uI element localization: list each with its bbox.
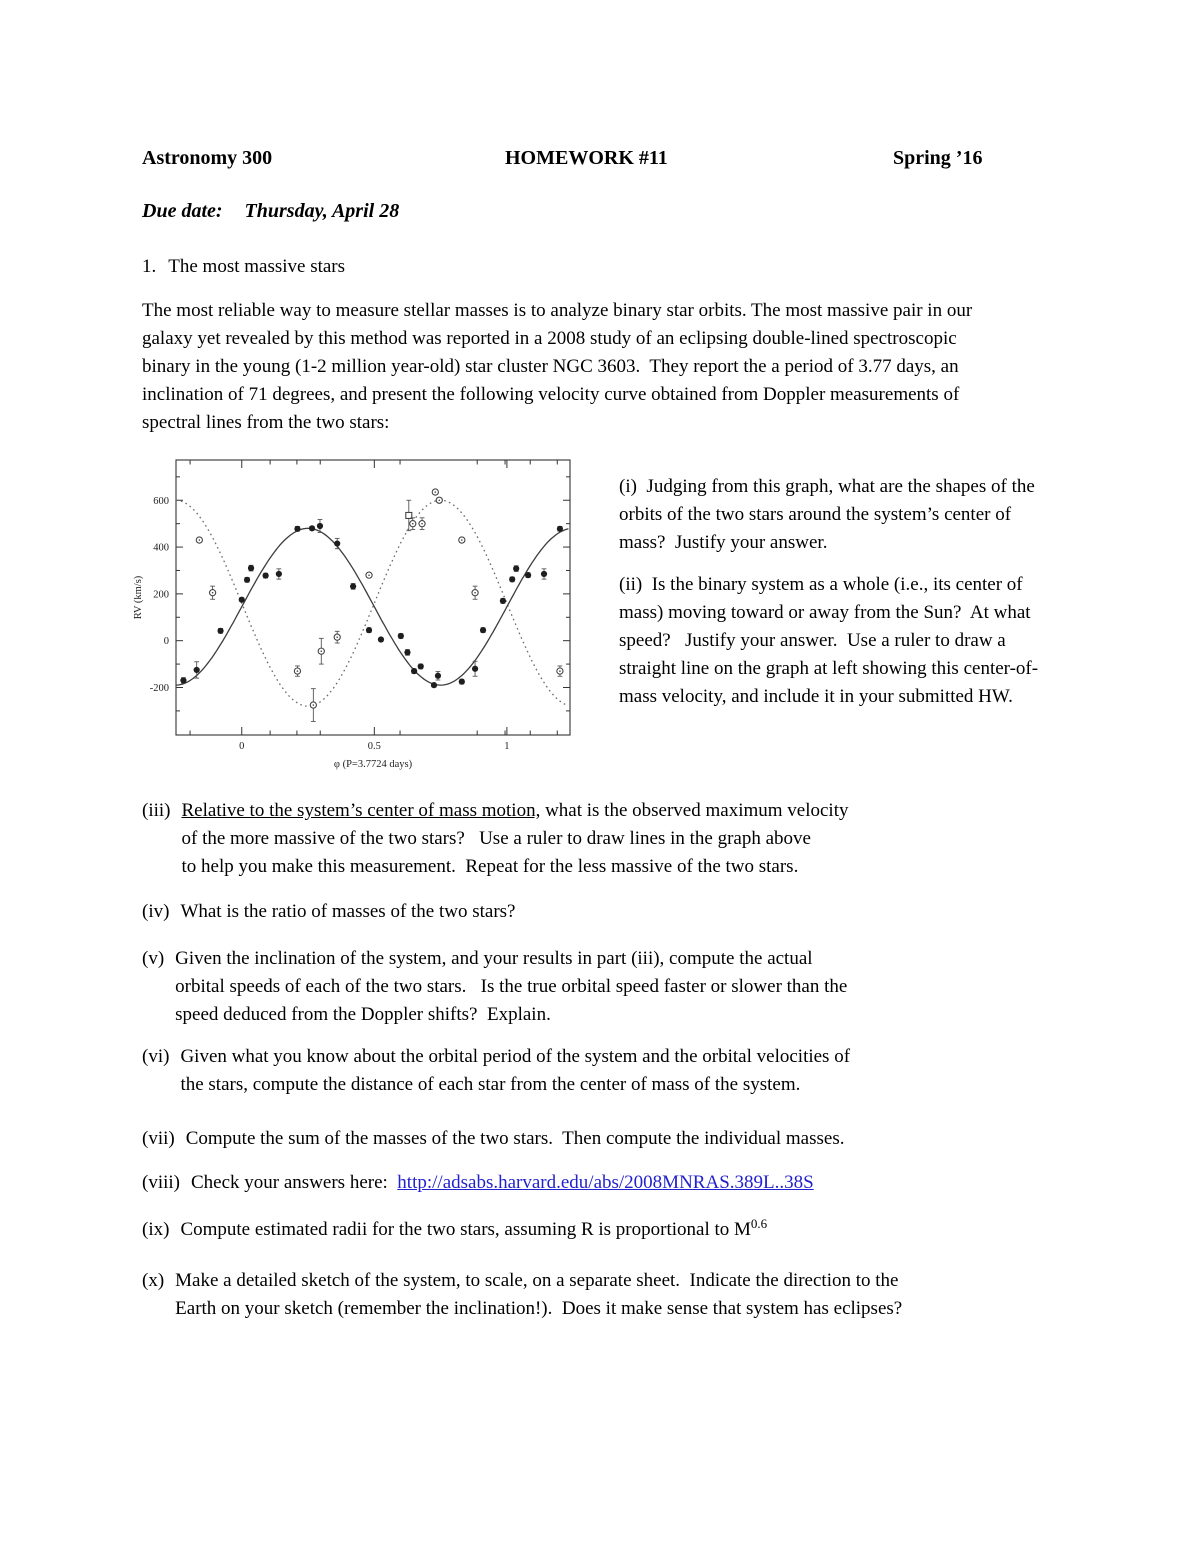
due-date-line: Due date: Thursday, April 28 <box>142 197 399 226</box>
question-ix-body: Compute estimated radii for the two star… <box>180 1219 751 1240</box>
homework-title: HOMEWORK #11 <box>505 147 668 169</box>
due-date-label: Due date: <box>142 200 223 222</box>
svg-text:600: 600 <box>153 496 169 507</box>
side-questions-column: (i) Judging from this graph, what are th… <box>619 473 1167 711</box>
question-iii-text: Relative to the system’s center of mass … <box>182 797 849 881</box>
question-iv-text: What is the ratio of masses of the two s… <box>180 901 516 922</box>
question-ix-text: Compute estimated radii for the two star… <box>180 1216 767 1244</box>
svg-text:1: 1 <box>504 741 509 752</box>
term-label: Spring ’16 <box>893 147 983 169</box>
svg-text:200: 200 <box>153 589 169 600</box>
svg-text:400: 400 <box>153 543 169 554</box>
question-viii-prompt: Check your answers here: <box>191 1172 398 1193</box>
question-i: (i) Judging from this graph, what are th… <box>619 476 1035 553</box>
svg-text:RV (km/s): RV (km/s) <box>133 575 144 619</box>
problem-number: 1. <box>142 256 157 277</box>
adsabs-paper-link[interactable]: http://adsabs.harvard.edu/abs/2008MNRAS.… <box>397 1172 814 1193</box>
question-ix: (ix) Compute estimated radii for the two… <box>142 1216 1152 1244</box>
question-vii-text: Compute the sum of the masses of the two… <box>185 1128 845 1149</box>
question-x-label: (x) <box>142 1270 165 1291</box>
problem-title: The most massive stars <box>168 256 346 277</box>
course-name: Astronomy 300 <box>142 147 273 169</box>
question-ii: (ii) Is the binary system as a whole (i.… <box>619 574 1039 707</box>
question-vii-label: (vii) <box>142 1128 175 1149</box>
problem-1-heading: 1. The most massive stars <box>142 253 345 281</box>
question-vi-label: (vi) <box>142 1046 170 1067</box>
svg-text:0: 0 <box>239 741 244 752</box>
question-iii-underlined-phrase: Relative to the system’s center of mass … <box>181 800 541 821</box>
question-iii-rest: what is the observed maximum velocity of… <box>181 800 849 877</box>
question-viii-label: (viii) <box>142 1172 180 1193</box>
question-x: (x) Make a detailed sketch of the system… <box>142 1267 1152 1323</box>
radial-velocity-chart: -200 0 200 400 600 0 0.5 1 φ (P=3.7724 days) RV (… <box>133 459 571 770</box>
due-date-value: Thursday, April 28 <box>244 200 400 222</box>
question-x-text: Make a detailed sketch of the system, to… <box>175 1270 903 1319</box>
question-ix-exponent: 0.6 <box>750 1216 768 1231</box>
question-vii: (vii) Compute the sum of the masses of t… <box>142 1125 1152 1153</box>
question-vi-text: Given what you know about the orbital pe… <box>180 1046 851 1095</box>
question-v-label: (v) <box>142 948 165 969</box>
question-iii-label: (iii) <box>142 800 171 821</box>
svg-text:φ (P=3.7724 days): φ (P=3.7724 days) <box>334 759 413 770</box>
svg-text:0.5: 0.5 <box>368 741 381 752</box>
question-iv: (iv) What is the ratio of masses of the … <box>142 898 1152 926</box>
question-ix-label: (ix) <box>142 1219 170 1240</box>
question-v: (v) Given the inclination of the system,… <box>142 945 1152 1029</box>
question-vi: (vi) Given what you know about the orbit… <box>142 1043 1152 1099</box>
question-viii-text: Check your answers here: http://adsabs.h… <box>191 1169 814 1197</box>
question-iv-label: (iv) <box>142 901 170 922</box>
svg-text:0: 0 <box>164 636 169 647</box>
question-iii: (iii) Relative to the system’s center of… <box>142 797 1152 881</box>
svg-text:-200: -200 <box>150 683 169 694</box>
question-viii: (viii) Check your answers here: http://a… <box>142 1169 1152 1197</box>
intro-paragraph: The most reliable way to measure stellar… <box>142 300 973 433</box>
question-v-text: Given the inclination of the system, and… <box>175 948 848 1025</box>
